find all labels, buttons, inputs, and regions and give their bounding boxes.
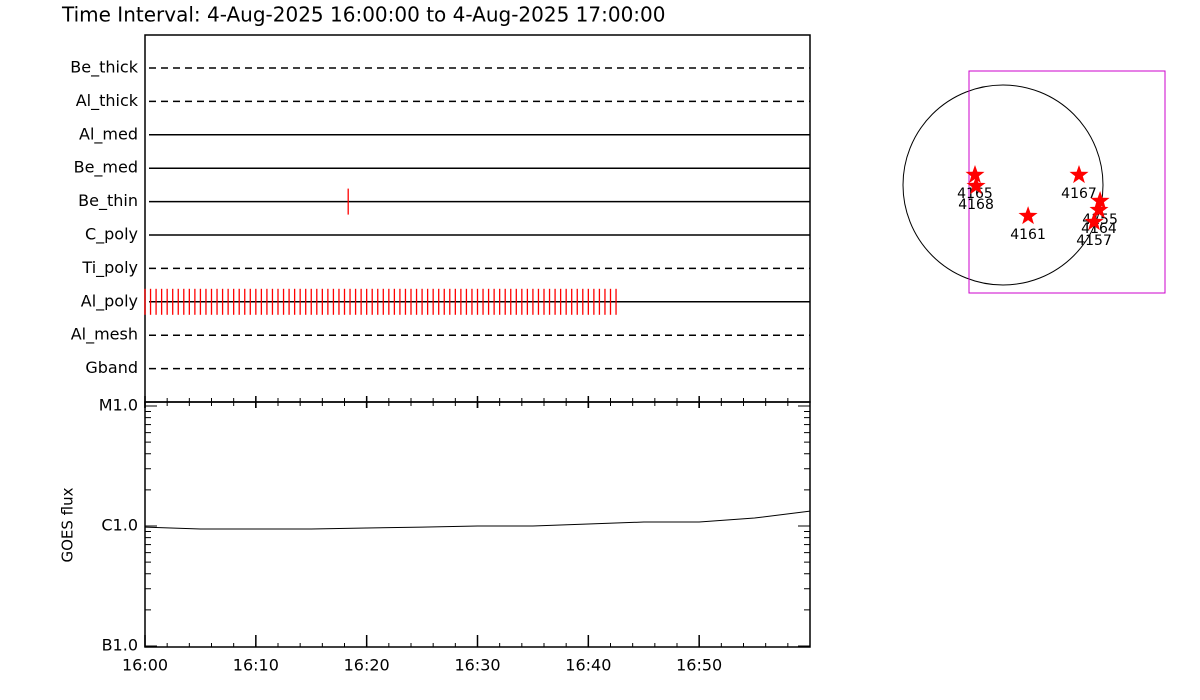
y-tick-label: M1.0 [99,396,138,415]
row-label: Al_med [79,124,138,144]
row-label: Al_thick [76,91,139,111]
x-tick-label: 16:20 [344,656,390,675]
x-tick-label: 16:40 [565,656,611,675]
x-tick-label: 16:30 [454,656,500,675]
row-label: Be_thick [70,58,138,78]
region-label: 4165 [957,186,993,202]
region-label: 4161 [1010,227,1046,243]
region-marker [1084,212,1104,231]
region-marker [1090,191,1110,210]
chart-title: Time Interval: 4-Aug-2025 16:00:00 to 4-… [61,3,666,27]
goes-line [144,510,811,530]
x-tick-label: 16:50 [676,656,722,675]
x-tick-label: 16:10 [233,656,279,675]
x-tick-label: 16:00 [122,656,168,675]
region-marker [1069,165,1089,184]
region-label: 4168 [958,197,994,213]
region-label: 4167 [1061,186,1097,202]
solar-disk [902,84,1104,286]
region-marker [966,176,986,195]
region-label: 4157 [1076,233,1112,249]
y-axis-label: GOES flux [59,487,77,562]
y-tick-label: C1.0 [101,516,138,535]
row-label: Al_poly [81,291,138,311]
field-of-view [968,70,1166,294]
goes-panel-frame [144,401,811,648]
row-label: Be_thin [78,191,138,211]
row-label: Al_mesh [71,325,138,345]
row-label: Be_med [74,158,138,178]
region-marker [965,165,985,184]
row-label: C_poly [85,225,138,245]
top-panel-frame [144,34,811,403]
row-label: Ti_poly [81,258,138,278]
region-marker [1089,200,1109,219]
y-tick-label: B1.0 [102,636,138,655]
row-label: Gband [85,358,138,377]
region-marker [1018,206,1038,225]
